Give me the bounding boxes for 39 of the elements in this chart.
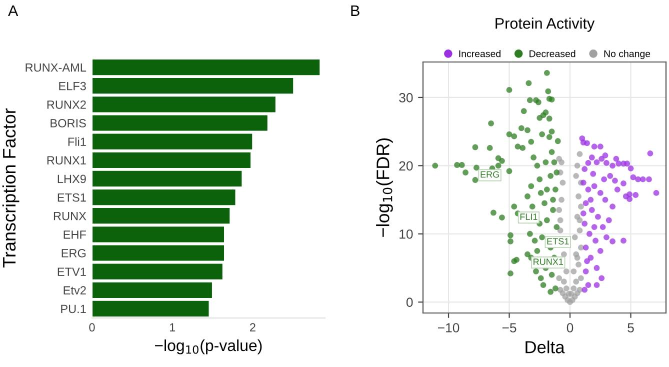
text: A (8, 5, 18, 16)
y-tick-label: RUNX (54, 212, 86, 220)
x-axis-title: −log$_{10}$(p-value) (154, 339, 262, 354)
y-tick-label: LHX9 (58, 174, 86, 184)
annotation: ETS1 (547, 238, 569, 244)
x-tick-label: 0 (566, 323, 574, 332)
legend-label: Decreased (530, 50, 576, 58)
y-tick-label: Fli1 (68, 137, 86, 146)
y-tick-label: ERG (62, 249, 86, 258)
y-tick-label: 20 (399, 161, 413, 171)
annotation: FLI1 (520, 214, 538, 220)
y-tick-label: 30 (399, 93, 413, 102)
annotation: RUNX1 (534, 258, 564, 265)
y-tick-label: EHF (64, 230, 86, 239)
y-tick-label: ELF3 (59, 82, 86, 90)
legend-label: No change (604, 50, 650, 60)
chart-title: Protein Activity (496, 18, 595, 32)
x-tick-label: 0 (89, 323, 95, 332)
x-tick-label: 5 (628, 323, 634, 332)
y-tick-label: PU.1 (61, 304, 86, 314)
x-tick-label: −10 (438, 323, 460, 332)
x-axis-title: Delta (526, 340, 565, 354)
y-tick-label: Etv2 (64, 286, 86, 295)
y-tick-label: RUNX-AML (26, 63, 86, 72)
y-tick-label: ETV1 (58, 268, 86, 276)
annotation: ERG (480, 171, 499, 178)
y-tick-label: RUNX1 (47, 156, 86, 165)
text: B (351, 5, 360, 16)
y-axis-title: −log$_{10}$(FDR) (376, 138, 393, 237)
x-tick-label: 2 (250, 323, 256, 332)
y-tick-label: 10 (400, 229, 413, 239)
y-tick-label: 0 (406, 298, 413, 307)
y-tick-label: ETS1 (58, 193, 86, 202)
y-tick-label: BORIS (50, 119, 86, 128)
x-tick-label: 1 (170, 323, 176, 332)
legend-label: Increased (459, 50, 500, 58)
y-axis-title: Transcription Factor (2, 108, 20, 268)
x-tick-label: −5 (502, 323, 516, 332)
y-tick-label: RUNX2 (47, 100, 86, 109)
